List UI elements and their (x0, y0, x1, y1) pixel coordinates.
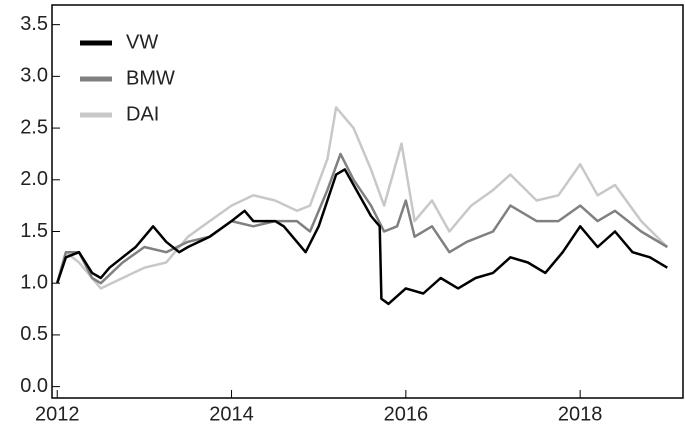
series-line (55, 152, 668, 285)
y-tick-label: 2.0 (20, 168, 48, 190)
y-tick-label: 0.5 (20, 323, 48, 345)
y-tick-label: 1.0 (20, 271, 48, 293)
y-tick-label: 2.5 (20, 116, 48, 138)
y-tick-label: 0.0 (20, 375, 48, 397)
y-tick-label: 3.0 (20, 65, 48, 87)
y-tick-label: 1.5 (20, 220, 48, 242)
plot-frame (51, 4, 684, 399)
x-tick-label: 2016 (384, 403, 429, 425)
y-tick-label: 3.5 (20, 13, 48, 35)
legend-label: VW (126, 31, 158, 53)
legend-label: DAI (126, 103, 159, 125)
x-tick-label: 2012 (35, 403, 80, 425)
x-tick-label: 2014 (209, 403, 254, 425)
series-line (56, 168, 668, 306)
series-line (55, 106, 669, 290)
x-tick-label: 2018 (558, 403, 603, 425)
legend-label: BMW (126, 67, 175, 89)
